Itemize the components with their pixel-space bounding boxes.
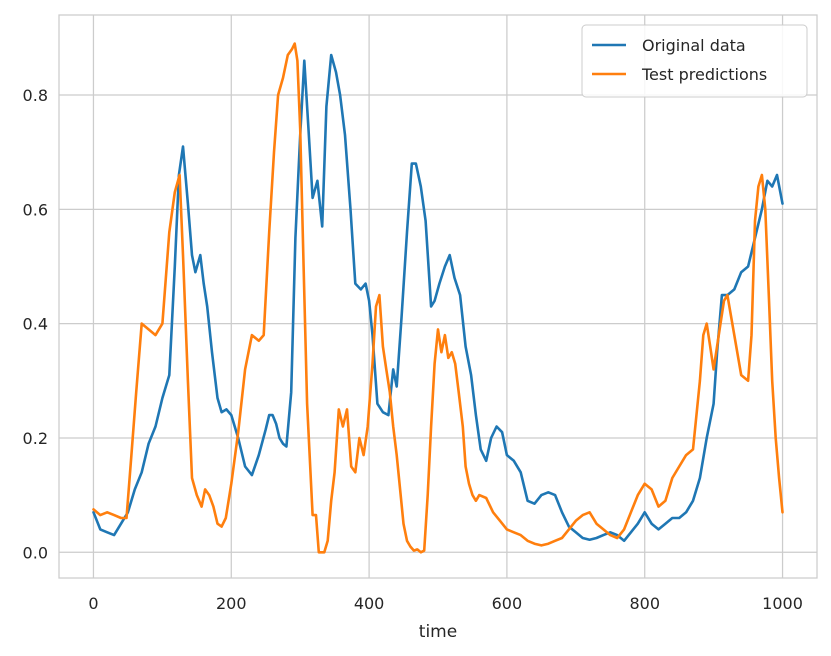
y-tick-label: 0.8	[23, 86, 48, 105]
x-tick-label: 800	[629, 594, 660, 613]
x-tick-label: 600	[492, 594, 523, 613]
x-tick-label: 1000	[762, 594, 803, 613]
y-tick-label: 0.2	[23, 429, 48, 448]
x-tick-label: 0	[88, 594, 98, 613]
series-line-0	[92, 53, 784, 543]
x-tick-label: 400	[354, 594, 385, 613]
x-tick-label: 200	[216, 594, 247, 613]
y-tick-label: 0.6	[23, 200, 48, 219]
tick-labels: 0 200 400 600 800 1000 0.0 0.2 0.4 0.6 0.8	[23, 86, 803, 613]
series-line-1	[92, 42, 784, 554]
series-layer	[92, 42, 784, 554]
y-tick-label: 0.4	[23, 315, 48, 334]
legend: Original data Test predictions	[581, 24, 808, 98]
legend-label-1: Test predictions	[641, 65, 767, 84]
legend-box	[581, 24, 808, 98]
legend-label-0: Original data	[642, 36, 746, 55]
plot-area	[58, 14, 818, 579]
x-axis-label: time	[419, 622, 457, 642]
y-tick-label: 0.0	[23, 543, 48, 562]
